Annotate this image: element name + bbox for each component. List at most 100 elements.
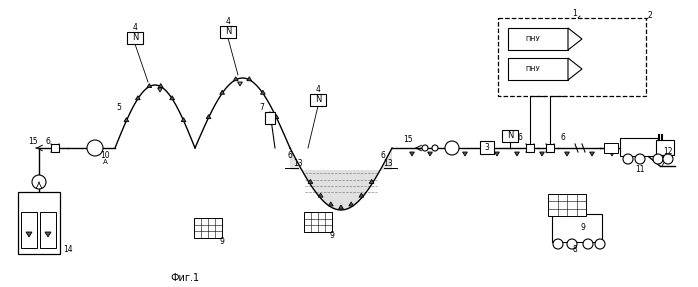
Text: 7: 7 xyxy=(260,104,265,113)
Circle shape xyxy=(635,154,645,164)
Circle shape xyxy=(583,239,593,249)
Text: 4: 4 xyxy=(225,18,230,26)
Bar xyxy=(40,212,56,248)
Polygon shape xyxy=(495,152,499,156)
Text: N: N xyxy=(315,96,321,104)
Circle shape xyxy=(87,140,103,156)
Polygon shape xyxy=(609,152,614,156)
Polygon shape xyxy=(369,179,374,183)
Polygon shape xyxy=(646,152,651,156)
Polygon shape xyxy=(463,152,468,156)
Bar xyxy=(508,28,568,50)
Text: 6: 6 xyxy=(380,150,385,160)
Text: Фиг.1: Фиг.1 xyxy=(170,273,200,283)
Polygon shape xyxy=(260,90,265,94)
Polygon shape xyxy=(410,152,415,156)
Polygon shape xyxy=(45,232,51,237)
Bar xyxy=(552,214,602,242)
Polygon shape xyxy=(220,90,225,94)
Polygon shape xyxy=(237,82,242,86)
Bar xyxy=(526,144,534,152)
Text: N: N xyxy=(507,131,513,141)
Polygon shape xyxy=(308,179,313,183)
Text: N: N xyxy=(225,28,231,36)
Text: 9: 9 xyxy=(220,238,225,247)
Bar xyxy=(620,138,658,156)
Polygon shape xyxy=(565,152,570,156)
Polygon shape xyxy=(158,84,163,88)
Polygon shape xyxy=(147,84,151,88)
Polygon shape xyxy=(26,232,32,237)
Bar xyxy=(265,112,275,124)
Circle shape xyxy=(623,154,633,164)
Text: 13: 13 xyxy=(293,158,303,168)
Polygon shape xyxy=(290,148,392,210)
Polygon shape xyxy=(247,77,252,81)
Bar xyxy=(604,143,618,153)
Bar xyxy=(51,144,59,152)
Polygon shape xyxy=(274,115,279,119)
Polygon shape xyxy=(428,152,432,156)
Text: 3: 3 xyxy=(484,144,489,152)
Text: ПНУ: ПНУ xyxy=(526,66,540,72)
Bar xyxy=(304,212,332,232)
Polygon shape xyxy=(339,205,343,209)
Bar xyxy=(480,141,494,154)
Circle shape xyxy=(663,154,673,164)
Text: A: A xyxy=(103,159,107,165)
Text: 15: 15 xyxy=(28,137,38,146)
Bar xyxy=(548,194,586,216)
Bar xyxy=(656,140,674,155)
Polygon shape xyxy=(349,202,354,206)
Text: 6: 6 xyxy=(560,133,565,143)
Circle shape xyxy=(432,145,438,151)
Text: ПНУ: ПНУ xyxy=(526,36,540,42)
Text: 10: 10 xyxy=(101,152,110,160)
Bar xyxy=(498,18,646,96)
Polygon shape xyxy=(158,88,163,92)
Text: 6: 6 xyxy=(517,133,522,143)
Text: 12: 12 xyxy=(663,148,673,156)
Polygon shape xyxy=(124,118,129,122)
Bar xyxy=(502,130,518,142)
Text: 2: 2 xyxy=(648,11,653,20)
Bar xyxy=(310,94,326,106)
Text: N: N xyxy=(132,34,138,42)
Text: 4: 4 xyxy=(315,86,320,94)
Circle shape xyxy=(553,239,563,249)
Polygon shape xyxy=(135,96,140,100)
Polygon shape xyxy=(540,152,544,156)
Circle shape xyxy=(32,175,46,189)
Bar xyxy=(508,58,568,80)
Text: 1: 1 xyxy=(572,9,577,18)
Polygon shape xyxy=(590,152,595,156)
Bar xyxy=(220,26,236,38)
Circle shape xyxy=(595,239,605,249)
Polygon shape xyxy=(359,193,364,197)
Text: 8: 8 xyxy=(572,245,577,255)
Circle shape xyxy=(445,141,459,155)
Polygon shape xyxy=(206,115,211,119)
Polygon shape xyxy=(318,193,323,197)
Text: 5: 5 xyxy=(117,104,121,113)
Bar xyxy=(18,192,60,254)
Circle shape xyxy=(653,154,663,164)
Text: 15: 15 xyxy=(403,135,413,144)
Bar xyxy=(194,218,222,238)
Polygon shape xyxy=(625,152,630,156)
Bar xyxy=(21,212,37,248)
Polygon shape xyxy=(514,152,519,156)
Polygon shape xyxy=(568,28,582,50)
Bar xyxy=(546,144,554,152)
Text: 6: 6 xyxy=(45,137,50,146)
Polygon shape xyxy=(328,202,333,206)
Text: 13: 13 xyxy=(383,158,393,168)
Text: 4: 4 xyxy=(133,24,138,32)
Text: 9: 9 xyxy=(329,232,334,241)
Polygon shape xyxy=(181,118,186,122)
Polygon shape xyxy=(568,58,582,80)
Bar xyxy=(127,32,143,44)
Text: 9: 9 xyxy=(581,224,586,232)
Text: 6: 6 xyxy=(288,150,292,160)
Text: 11: 11 xyxy=(635,166,645,174)
